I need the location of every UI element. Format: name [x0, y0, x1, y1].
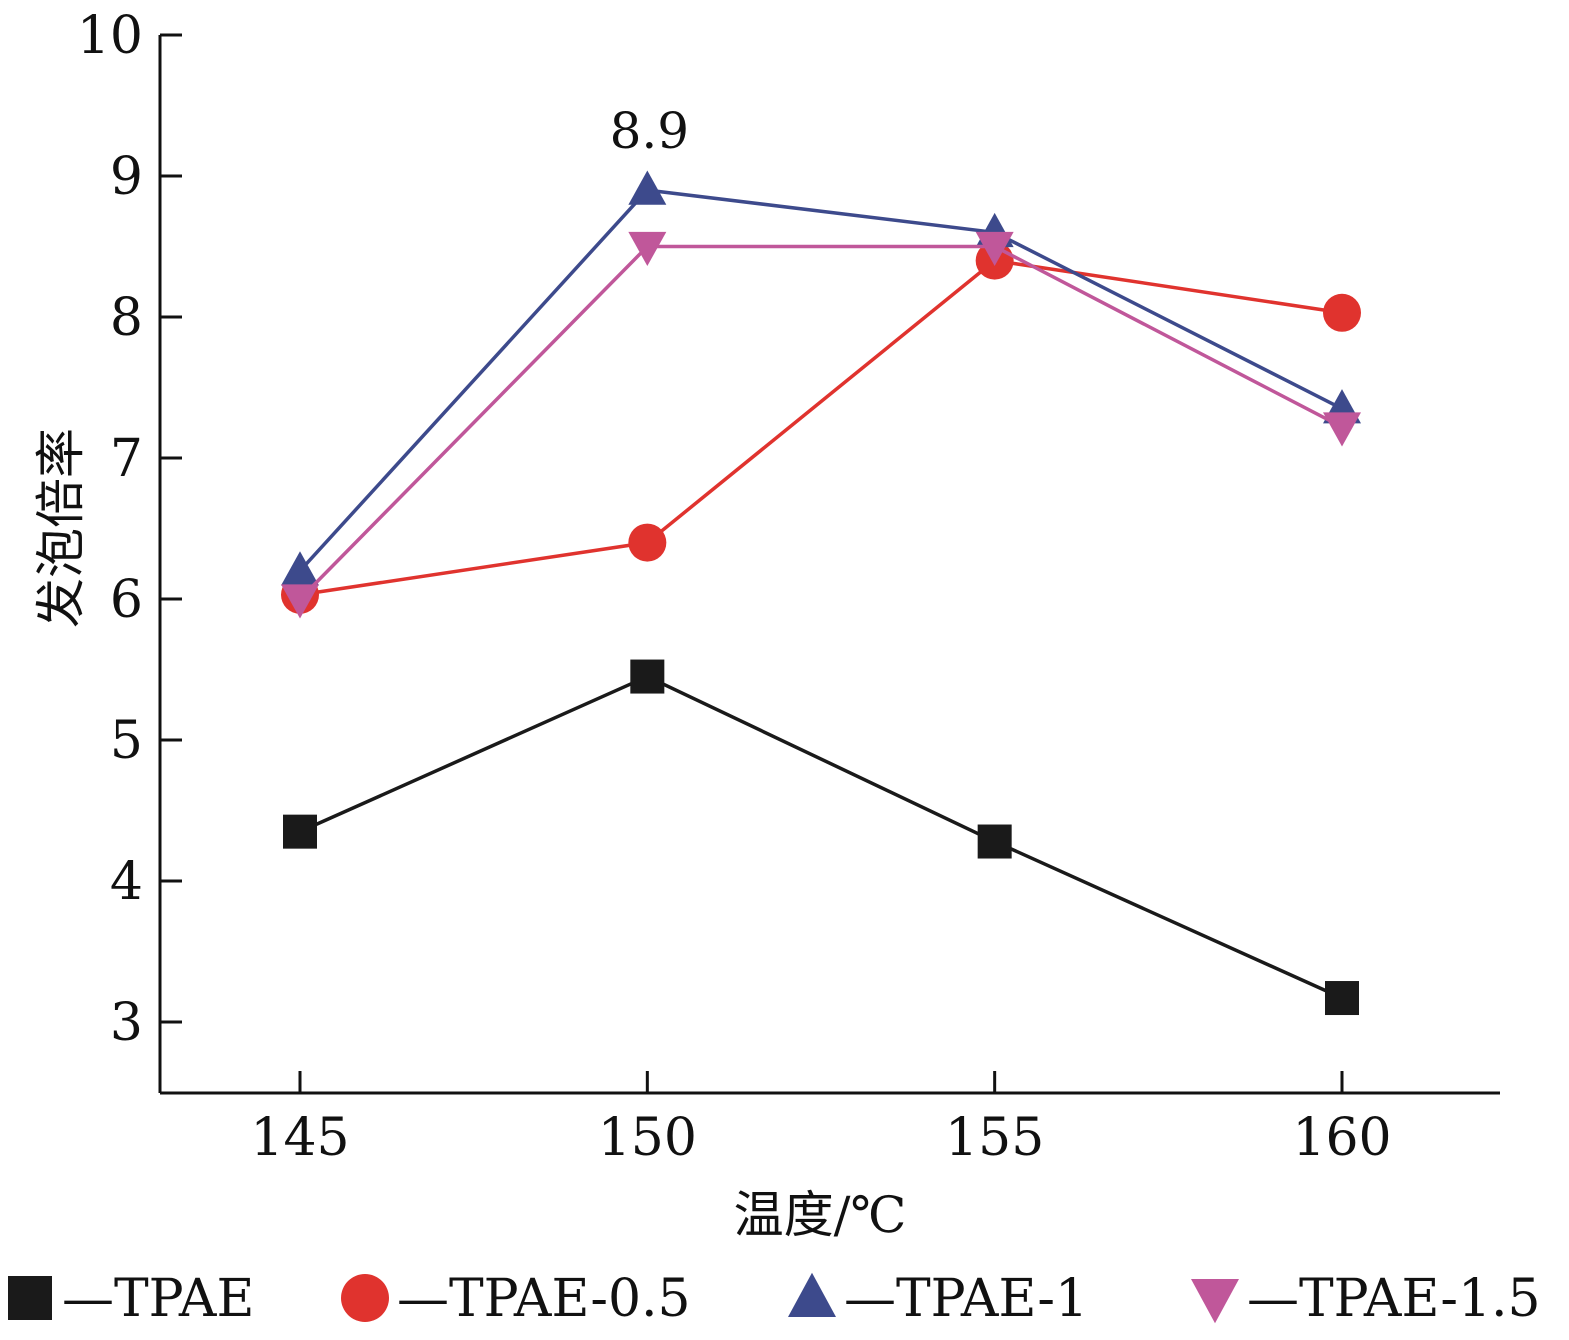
y-tick-label: 9 [110, 147, 143, 207]
data-point [628, 523, 667, 562]
y-tick-label: 8 [110, 288, 143, 348]
legend-marker [8, 1276, 52, 1320]
y-tick-label: 3 [110, 993, 143, 1053]
data-point [281, 584, 319, 619]
data-point [975, 231, 1014, 267]
x-axis-title: 温度/℃ [734, 1186, 907, 1244]
legend-label: —TPAE-1.5 [1247, 1269, 1541, 1329]
legend: —TPAE —TPAE-0.5 —TPAE-1 —TPAE-1.5 [8, 1269, 1541, 1329]
data-point [281, 551, 319, 586]
legend-item: —TPAE-1 [788, 1269, 1088, 1329]
y-tick-label: 5 [110, 711, 143, 771]
series-tpae [283, 659, 1359, 1016]
legend-label: —TPAE [62, 1269, 254, 1329]
series-line [299, 674, 1343, 1000]
x-tick-label: 160 [1292, 1108, 1391, 1168]
series-tpae-1-5 [281, 231, 1361, 619]
series-line [299, 258, 1343, 597]
legend-marker [341, 1274, 389, 1322]
data-point [628, 231, 667, 267]
data-point [1325, 981, 1359, 1016]
series-line [298, 244, 1343, 601]
legend-item: —TPAE-1.5 [1191, 1269, 1541, 1329]
axes: 3 4 5 6 7 8 9 10 145 150 155 160 [77, 6, 1500, 1168]
data-point [1323, 412, 1361, 447]
y-tick-label: 4 [110, 852, 143, 912]
series-layer [281, 170, 1361, 1016]
series-tpae-1 [281, 170, 1361, 586]
x-tick-label: 155 [945, 1108, 1044, 1168]
series-tpae-0-5 [281, 241, 1361, 614]
x-tick-label: 145 [250, 1108, 349, 1168]
y-tick-label: 6 [110, 570, 143, 630]
legend-label: —TPAE-1 [844, 1269, 1088, 1329]
data-point [630, 659, 665, 694]
legend-marker [788, 1272, 836, 1317]
legend-item: —TPAE [8, 1269, 254, 1329]
legend-item: —TPAE-0.5 [341, 1269, 691, 1329]
y-tick-label: 7 [110, 429, 143, 489]
data-point [628, 170, 667, 205]
data-label: 8.9 [610, 102, 690, 160]
data-point [283, 814, 317, 849]
y-tick-label: 10 [77, 6, 143, 66]
legend-marker [1191, 1279, 1239, 1324]
x-tick-label: 150 [598, 1108, 697, 1168]
series-line [298, 188, 1343, 572]
data-point [1323, 293, 1361, 332]
legend-label: —TPAE-0.5 [397, 1269, 691, 1329]
data-point [977, 824, 1012, 859]
y-axis-title: 发泡倍率 [32, 428, 90, 628]
annotations: 8.9 [610, 102, 690, 160]
